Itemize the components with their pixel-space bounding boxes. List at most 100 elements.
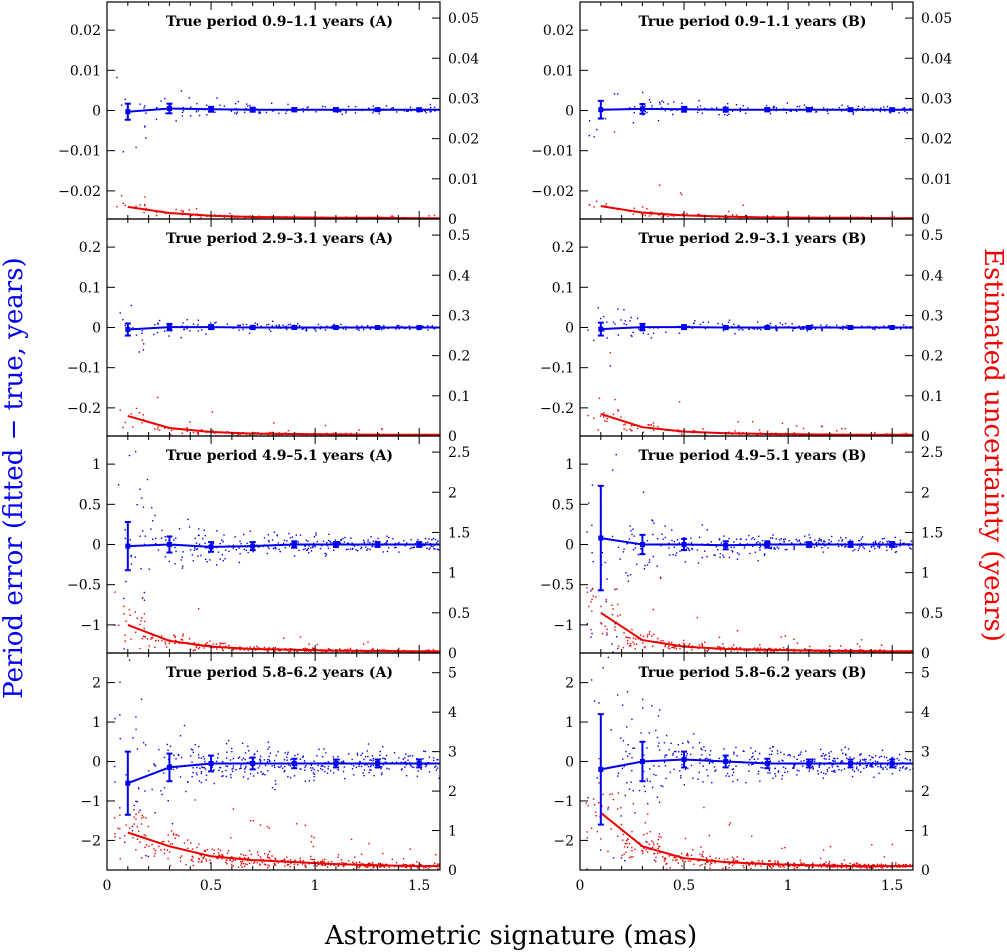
error-point [234,102,237,105]
error-point [886,540,888,543]
error-point [908,544,910,547]
uncertainty-point [205,858,207,860]
error-point [841,760,844,763]
uncertainty-point [621,839,624,841]
uncertainty-point [267,434,270,436]
error-point [193,549,196,551]
right-tick-label: 0.01 [448,172,479,188]
uncertainty-point [728,210,730,213]
error-point [266,324,268,326]
uncertainty-point [256,851,259,853]
uncertainty-point [327,648,330,650]
error-point [138,788,140,790]
error-point [417,770,419,772]
error-point [283,759,286,761]
error-point [283,770,285,773]
uncertainty-point [879,648,881,651]
uncertainty-point [316,865,318,867]
error-point [187,518,189,521]
error-point [664,110,667,112]
error-point [762,767,764,769]
error-point [827,112,829,115]
error-point [688,549,691,552]
error-point [624,320,627,322]
uncertainty-point [436,863,439,865]
uncertainty-point [852,864,854,866]
error-point [856,767,858,770]
right-tick-label: 1 [448,824,457,840]
error-point [327,539,330,542]
error-point [642,707,644,709]
error-point [196,102,198,105]
error-point [196,548,199,550]
uncertainty-point [324,864,326,867]
uncertainty-point [808,645,811,648]
error-point [181,111,184,114]
error-point [597,307,599,309]
error-point [363,758,365,761]
uncertainty-point [644,822,647,824]
error-point [803,328,805,330]
uncertainty-point [720,647,723,649]
uncertainty-point [313,858,316,861]
uncertainty-point [354,856,356,858]
error-point [191,775,193,778]
right-tick-label: 0.02 [921,132,952,148]
error-point [811,324,813,326]
error-point [775,329,777,331]
error-point [811,542,813,544]
error-point [214,111,216,113]
error-point [785,112,788,114]
uncertainty-point [192,649,195,652]
uncertainty-point [634,648,636,650]
uncertainty-point [321,864,324,867]
error-point [143,343,145,345]
uncertainty-point [320,861,323,863]
error-point [322,540,325,543]
uncertainty-point [795,425,798,427]
error-point [725,775,727,777]
error-point [753,758,756,761]
error-point [821,755,823,757]
uncertainty-point [249,646,251,648]
error-point [171,823,174,825]
error-point [767,765,770,767]
error-point [859,759,862,761]
error-point [863,759,866,761]
uncertainty-point [209,640,211,642]
error-point [874,760,877,762]
uncertainty-point [140,620,142,622]
error-point [380,773,383,776]
uncertainty-point [871,844,873,846]
uncertainty-point [211,411,214,413]
error-point [876,761,879,763]
error-point [664,536,667,539]
error-point [114,781,116,783]
error-point [437,549,440,551]
error-point [155,543,157,545]
error-point [707,775,709,777]
error-point [774,775,777,777]
bin-mean-marker [764,542,770,547]
uncertainty-point [812,866,814,868]
uncertainty-point [615,588,618,590]
uncertainty-point [728,863,730,865]
error-point [632,789,634,792]
error-point [882,767,884,769]
error-point [436,542,438,544]
error-point [587,796,589,799]
uncertainty-point [331,860,333,863]
error-point [339,110,342,112]
error-point [629,574,632,576]
error-point [909,547,911,549]
error-mean-line [600,107,913,111]
error-point [774,773,776,775]
uncertainty-point [256,431,259,434]
uncertainty-point [170,429,173,432]
uncertainty-point [122,426,124,429]
error-point [852,550,854,552]
uncertainty-point [181,639,184,641]
uncertainty-point [437,868,439,870]
uncertainty-point [710,862,713,865]
error-point [732,768,735,770]
